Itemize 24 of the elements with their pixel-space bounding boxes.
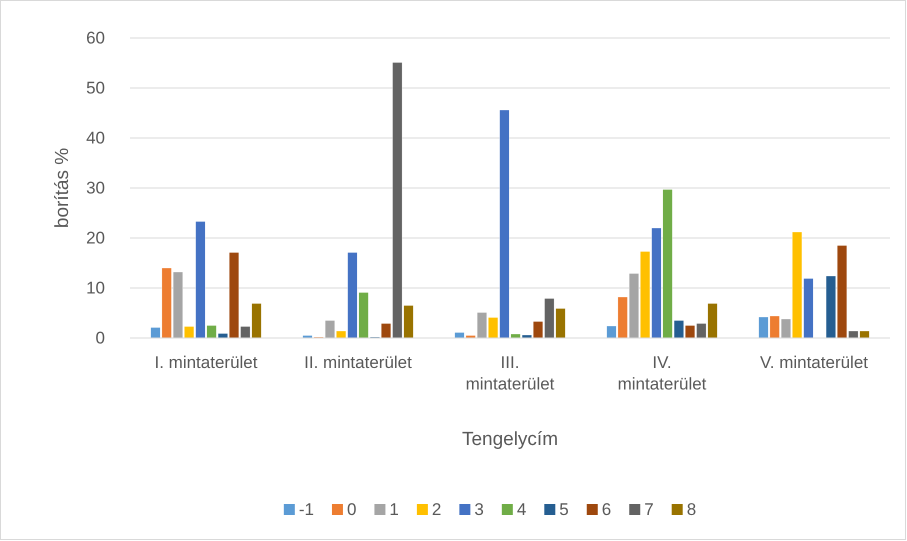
legend-label: 7 <box>644 500 654 519</box>
legend-label: 4 <box>516 500 526 519</box>
x-tick-label: I. mintaterület <box>154 353 258 372</box>
x-tick-label: III. mintaterület <box>466 353 555 394</box>
x-tick-label: V. mintaterület <box>760 353 868 372</box>
y-tick-label: 0 <box>96 328 105 348</box>
legend-label: 6 <box>602 500 612 519</box>
x-tick-label: IV. mintaterület <box>618 353 707 394</box>
y-tick-label: 60 <box>86 28 105 48</box>
y-tick-label: 30 <box>86 178 105 198</box>
y-tick-label: 10 <box>86 278 105 298</box>
legend-label: 5 <box>559 500 569 519</box>
legend-label: 1 <box>389 500 399 519</box>
y-axis-title: borítás % <box>52 148 73 228</box>
x-tick-label: II. mintaterület <box>304 353 412 372</box>
x-axis-title: Tengelycím <box>462 429 558 450</box>
legend-label: 0 <box>346 500 356 519</box>
legend-label: -1 <box>298 500 314 519</box>
y-tick-label: 20 <box>86 228 105 248</box>
legend-label: 3 <box>474 500 484 519</box>
legend-label: 2 <box>432 500 442 519</box>
y-tick-label: 40 <box>86 128 105 148</box>
legend-label: 8 <box>686 500 696 519</box>
y-tick-label: 50 <box>86 78 105 98</box>
